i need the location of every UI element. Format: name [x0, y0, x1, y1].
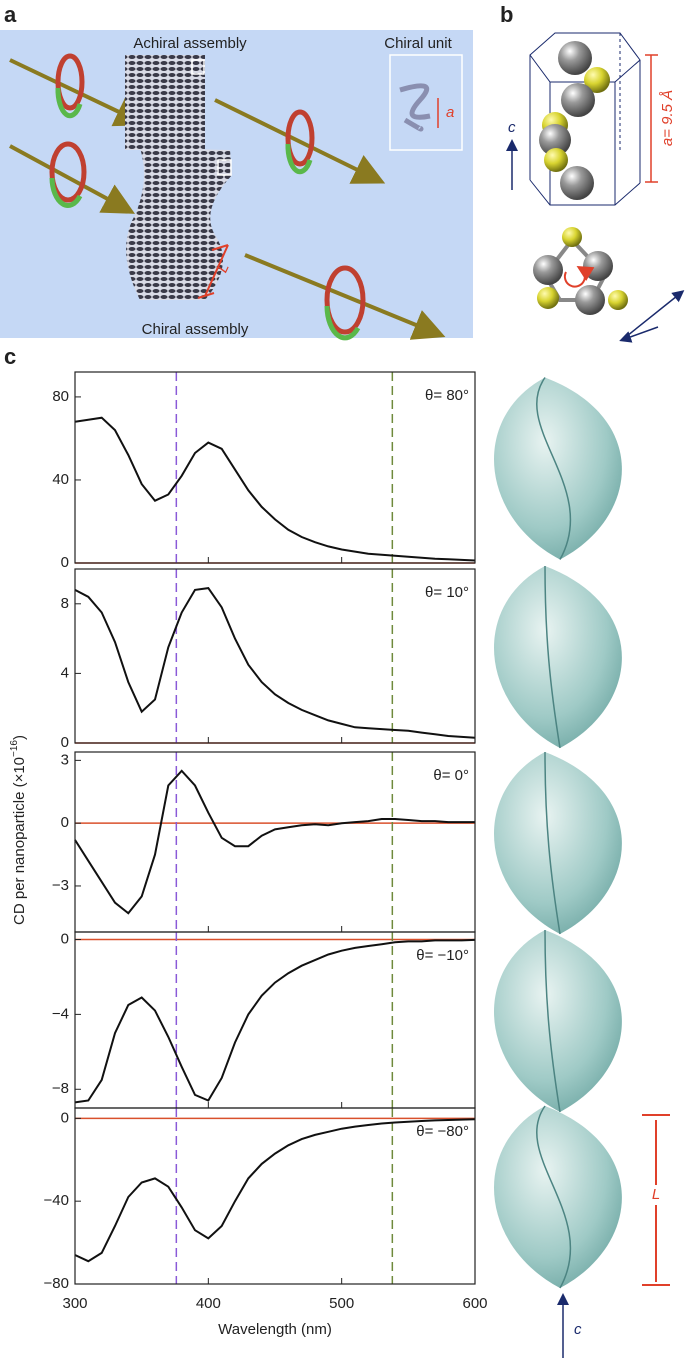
y-tick-label: −4: [52, 1005, 69, 1022]
unit-box: [389, 54, 463, 151]
particle: [493, 566, 622, 748]
y-tick-label: −3: [52, 877, 69, 894]
plot-frame: [74, 371, 476, 564]
panel-label: a: [4, 2, 17, 27]
y-tick-label: 0: [61, 554, 69, 571]
particle: [493, 930, 622, 1112]
cell-label: a= 9.5 Å: [659, 90, 676, 146]
panel-b: b a= 9.5 Å c: [500, 2, 685, 343]
panel-label: c: [4, 344, 16, 369]
pitch-label: a: [446, 104, 454, 121]
y-tick-label: −40: [44, 1192, 69, 1209]
plot-frame: [74, 931, 476, 1109]
y-tick-label: 3: [61, 751, 69, 768]
y-label-text: CD per nanoparticle (×10: [11, 757, 28, 925]
particle: [493, 752, 622, 934]
achiral-cube: [125, 55, 205, 150]
x-tick-label: 600: [462, 1295, 487, 1312]
y-tick-label: 0: [61, 1109, 69, 1126]
cd-curve: [74, 769, 475, 915]
annotation: θ= −10°: [416, 947, 469, 964]
length-bar: [197, 244, 229, 299]
annotation: θ= 0°: [433, 767, 469, 784]
y-tick-label: 40: [52, 471, 69, 488]
cd-curve: [74, 1118, 476, 1263]
plot: 0 4 8 θ= 10°: [61, 568, 476, 751]
particle-seam: [544, 929, 561, 1113]
y-tick-label: −8: [52, 1080, 69, 1097]
y-tick-label: 80: [52, 388, 69, 405]
nanoparticle-models: [493, 377, 622, 1289]
annotation: θ= 80°: [425, 387, 469, 404]
panel-background: [0, 30, 473, 338]
x-tick-label: 300: [62, 1295, 87, 1312]
y-tick-label: −80: [44, 1275, 69, 1292]
length-label: L: [652, 1186, 660, 1203]
plot: 0 40 80 θ= 80°: [52, 371, 476, 571]
particle-seam: [536, 1105, 572, 1289]
label-gap: [648, 1185, 664, 1205]
y-label-end: ): [11, 735, 28, 740]
particle-seam: [544, 751, 561, 935]
cd-curve: [74, 416, 476, 562]
y-label-sup: −16: [9, 740, 20, 757]
inset-box: [217, 159, 232, 176]
panel-a: a Achiral assembly Chiral unit Chiral as…: [0, 2, 473, 341]
x-tick-label: 500: [329, 1295, 354, 1312]
cd-curve: [74, 938, 476, 1104]
axis-label: c: [574, 1321, 582, 1338]
inset-box: [191, 59, 205, 75]
plot: −80 −40 0 300 400 500 600 Wavelength (nm) θ= −80…: [44, 1107, 488, 1338]
axis-label: c: [508, 119, 516, 136]
axes-arrows: [619, 290, 685, 343]
panel-label: b: [500, 2, 513, 27]
x-axis-label: Wavelength (nm): [218, 1321, 332, 1338]
caption: Achiral assembly: [133, 35, 247, 52]
annotation: θ= −80°: [416, 1123, 469, 1140]
cell-bar: [645, 54, 658, 183]
caption: Chiral assembly: [142, 321, 249, 338]
particle-seam: [544, 565, 561, 749]
y-tick-label: 4: [61, 664, 69, 681]
y-tick-label: 0: [61, 734, 69, 751]
triangle-molecule: [533, 227, 628, 315]
y-axis-label: CD per nanoparticle (×10−16): [9, 735, 28, 925]
plot: −3 0 3 θ= 0°: [52, 751, 476, 933]
chiral-assembly: [126, 148, 232, 300]
y-tick-label: 8: [61, 595, 69, 612]
light-arrows: [9, 58, 446, 340]
plot: −8 −4 0 θ= −10°: [52, 930, 476, 1109]
plot-frame: [74, 568, 476, 744]
polarization-rings: [49, 53, 366, 341]
atoms: [539, 41, 610, 200]
y-tick-label: 0: [61, 930, 69, 947]
y-tick-label: 0: [61, 814, 69, 831]
plot-frame: [74, 1107, 476, 1285]
cd-curve: [74, 587, 476, 739]
x-tick-label: 400: [196, 1295, 221, 1312]
particle-seam: [536, 377, 572, 560]
annotation: θ= 10°: [425, 584, 469, 601]
caption: Chiral unit: [384, 35, 452, 52]
